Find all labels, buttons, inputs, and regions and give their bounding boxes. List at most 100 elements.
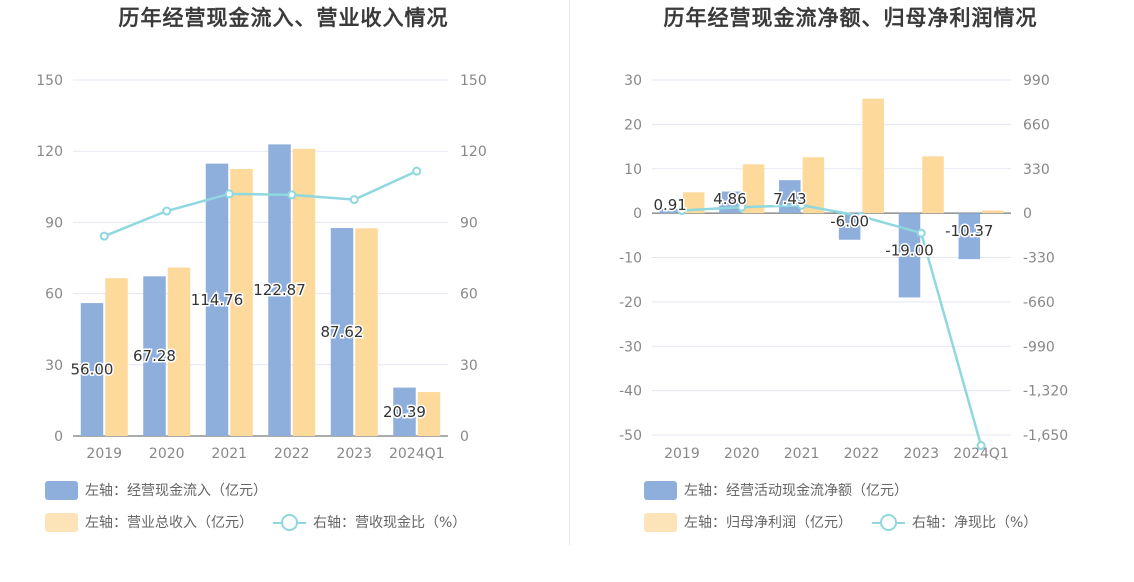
bar-blue xyxy=(958,213,981,260)
y-right-tick-label: -1,650 xyxy=(1023,428,1068,444)
y-left-tick-label: 30 xyxy=(624,73,642,89)
bar-blue xyxy=(80,303,104,436)
data-label: -6.00 xyxy=(830,212,869,230)
legend-swatch-blue xyxy=(644,480,677,500)
legend-item[interactable]: 左轴：营业总收入（亿元） xyxy=(45,512,253,532)
series-line xyxy=(103,169,418,238)
legend-item[interactable]: 左轴：经营活动现金流净额（亿元） xyxy=(644,480,908,500)
bar-blue xyxy=(659,209,681,214)
legend-row-2: 左轴：归母净利润（亿元） 右轴：净现比（%） xyxy=(644,512,1057,532)
x-tick-label: 2022 xyxy=(274,446,310,462)
line-point xyxy=(99,231,109,241)
bar-orange xyxy=(742,164,765,214)
y-right-tick-label: 660 xyxy=(1023,117,1050,133)
chart-panel-left: 历年经营现金流入、营业收入情况 0 0 30 30 60 60 90 90 120 120 150 1… xyxy=(36,6,487,532)
line-point xyxy=(737,202,747,212)
line-point xyxy=(287,190,297,200)
x-tick-label: 2023 xyxy=(903,446,939,462)
x-tick-label: 2020 xyxy=(149,446,185,462)
legend-row-2: 左轴：营业总收入（亿元） 右轴：营收现金比（%） xyxy=(45,512,486,532)
bar-blue xyxy=(838,213,861,240)
y-right-tick-label: -330 xyxy=(1023,251,1055,267)
legend-row-1: 左轴：经营现金流入（亿元） xyxy=(45,480,287,500)
data-label: -19.00 xyxy=(885,241,933,259)
x-tick-label: 2021 xyxy=(211,446,247,462)
x-tick-label: 2019 xyxy=(664,446,700,462)
bar-orange xyxy=(802,157,825,214)
data-label: 4.86 xyxy=(713,190,746,208)
bar-orange xyxy=(862,98,884,214)
x-tick-label: 2021 xyxy=(784,446,820,462)
legend-label: 左轴：归母净利润（亿元） xyxy=(684,515,852,531)
bar-orange xyxy=(922,156,944,214)
line-point xyxy=(916,228,926,238)
y-left-tick-label: -10 xyxy=(619,251,642,267)
line-point xyxy=(856,211,866,221)
bar-blue xyxy=(898,213,921,298)
panel-divider xyxy=(569,0,570,545)
line-point xyxy=(677,206,687,216)
y-right-tick-label: 60 xyxy=(460,287,478,303)
data-label: 114.76 xyxy=(191,291,244,309)
x-tick-label: 2019 xyxy=(86,446,122,462)
chart-title: 历年经营现金流净额、归母净利润情况 xyxy=(663,6,1038,30)
data-label: 7.43 xyxy=(773,190,806,208)
y-left-tick-label: 0 xyxy=(54,429,63,445)
data-label: 87.62 xyxy=(321,323,364,341)
bar-orange xyxy=(682,192,705,214)
x-tick-label: 2020 xyxy=(724,446,760,462)
data-label: 56.00 xyxy=(71,361,114,379)
y-right-tick-label: -660 xyxy=(1023,295,1055,311)
y-right-tick-label: 30 xyxy=(460,358,478,374)
line-point xyxy=(162,206,172,216)
y-left-tick-label: -20 xyxy=(619,295,642,311)
bar-blue xyxy=(268,144,291,436)
line-point xyxy=(797,200,807,210)
y-left-tick-label: 20 xyxy=(624,117,642,133)
y-right-tick-label: 120 xyxy=(460,144,487,160)
y-right-tick-label: 0 xyxy=(460,429,469,445)
y-right-tick-label: -1,320 xyxy=(1023,384,1068,400)
legend-item[interactable]: 右轴：净现比（%） xyxy=(872,512,1037,532)
x-tick-label: 2024Q1 xyxy=(389,446,445,462)
bar-orange xyxy=(355,228,378,436)
data-label: 20.39 xyxy=(383,403,426,421)
x-tick-label: 2024Q1 xyxy=(953,446,1009,462)
legend-row-1: 左轴：经营活动现金流净额（亿元） xyxy=(644,480,928,500)
legend-swatch-orange xyxy=(644,512,677,532)
y-left-tick-label: -50 xyxy=(619,428,642,444)
bar-orange xyxy=(230,169,253,436)
bar-orange xyxy=(167,267,191,436)
legend-label: 右轴：营收现金比（%） xyxy=(313,515,467,531)
legend-item[interactable]: 左轴：归母净利润（亿元） xyxy=(644,512,852,532)
legend-line-marker-icon xyxy=(273,513,306,532)
line-point xyxy=(976,441,986,451)
y-left-tick-label: -40 xyxy=(619,384,642,400)
y-left-tick-label: 120 xyxy=(36,144,63,160)
bar-blue xyxy=(143,276,166,436)
line-point xyxy=(349,195,359,205)
y-left-tick-label: 60 xyxy=(45,287,63,303)
chart-svg-right: -50 -1,650 -40 -1,320 -30 -990 -20 -660 -10 -330 0… xyxy=(619,73,1068,462)
legend-item[interactable]: 右轴：营收现金比（%） xyxy=(273,512,466,532)
legend-swatch-orange xyxy=(45,512,78,532)
legend-swatch-blue xyxy=(45,480,78,500)
legend-label: 左轴：经营活动现金流净额（亿元） xyxy=(684,483,908,499)
bar-orange xyxy=(105,278,128,436)
y-left-tick-label: 0 xyxy=(633,206,642,222)
y-right-tick-label: 90 xyxy=(460,215,478,231)
bar-blue xyxy=(393,387,416,436)
chart-panel-right: 历年经营现金流净额、归母净利润情况 -50 -1,650 -40 -1,320 -30-… xyxy=(567,0,1134,582)
y-left-tick-label: 30 xyxy=(45,358,63,374)
y-right-tick-label: 0 xyxy=(1023,206,1032,222)
bar-blue xyxy=(330,228,354,436)
legend-line-marker-icon xyxy=(872,513,905,532)
bar-orange xyxy=(292,148,316,436)
bar-orange xyxy=(417,392,441,436)
legend-item[interactable]: 左轴：经营现金流入（亿元） xyxy=(45,480,267,500)
y-left-tick-label: 150 xyxy=(36,73,63,89)
y-right-tick-label: 150 xyxy=(460,73,487,89)
chart-svg-left: 0 0 30 30 60 60 90 90 120 120 150 150 2019 2020 2021 20… xyxy=(36,73,487,462)
line-point xyxy=(224,189,234,199)
bar-orange xyxy=(982,210,1004,214)
